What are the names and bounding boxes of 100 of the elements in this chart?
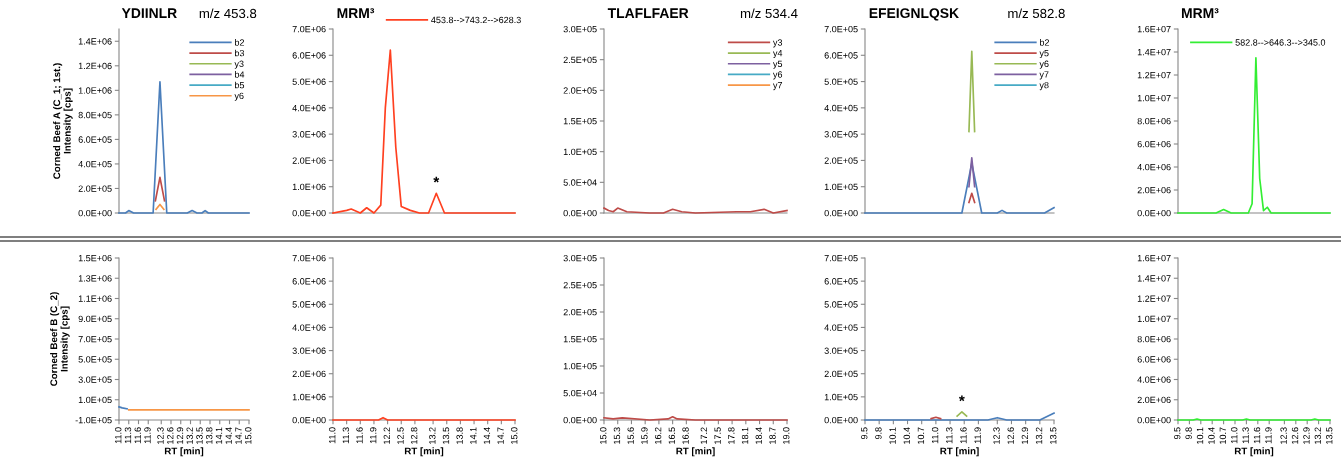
- y-tick-label: 8.0E+06: [1137, 335, 1171, 343]
- y-tick-label: 2.0E+06: [1137, 396, 1171, 404]
- x-axis-title: RT [min]: [404, 447, 444, 457]
- y-tick-label: 6.0E+05: [824, 278, 858, 285]
- y-tick-label: 0.0E+00: [563, 416, 597, 424]
- y-tick-label: 6.0E+06: [292, 278, 326, 285]
- x-tick-label: 10.4: [1208, 427, 1215, 444]
- y-tick-label: 1.2E+07: [1137, 71, 1171, 79]
- y-tick-label: 4.0E+06: [1137, 376, 1171, 383]
- chart-title: MRM³: [1181, 8, 1219, 18]
- y-tick-label: 3.0E+05: [563, 254, 597, 262]
- y-tick-label: 7.0E+05: [824, 25, 858, 33]
- chart-subtitle: m/z 453.8: [199, 8, 257, 19]
- y-tick-label: 5.0E+05: [824, 301, 858, 308]
- x-tick-label: 18.7: [769, 427, 776, 444]
- y-tick-label: 0.0E+00: [292, 209, 326, 217]
- x-tick-label: 14.4: [225, 427, 232, 444]
- x-tick-label: 15.0: [511, 427, 518, 444]
- x-tick-label: 13.5: [196, 427, 203, 444]
- y-tick-label: 0.0E+00: [563, 209, 597, 217]
- x-tick-label: 12.9: [1021, 427, 1029, 444]
- y-tick-label: 3.0E+06: [292, 131, 326, 138]
- y-tick-label: 5.0E+04: [563, 389, 597, 397]
- x-tick-label: 16.8: [682, 427, 689, 444]
- y-tick-label: 7.0E+05: [78, 335, 112, 343]
- y-tick-label: 1.0E+05: [563, 362, 597, 370]
- y-tick-label: 3.0E+05: [563, 25, 597, 33]
- x-tick-label: 9.8: [875, 427, 882, 440]
- x-axis-title: RT [min]: [1234, 447, 1274, 457]
- y-axis-title: Corned Beef B (C_2) Intensity [cps]: [50, 292, 70, 386]
- x-tick-label: 11.0: [1231, 427, 1238, 444]
- x-tick-label: 11.3: [946, 427, 953, 444]
- chart-title: YDIINLR: [121, 8, 177, 18]
- x-tick-label: 11.6: [1253, 427, 1261, 444]
- x-tick-label: 13.8: [456, 427, 463, 444]
- x-tick-label: 14.7: [235, 427, 242, 444]
- x-tick-label: 14.1: [215, 427, 223, 444]
- x-tick-label: 11.9: [974, 427, 981, 444]
- legend-label: 582.8-->646.3-->345.0: [1235, 39, 1326, 46]
- x-tick-label: 11.3: [124, 427, 132, 444]
- legend-label: y7: [1039, 71, 1049, 80]
- y-tick-label: 1.4E+07: [1137, 48, 1171, 56]
- y-tick-label: 4.0E+05: [78, 160, 112, 168]
- x-tick-label: 15.0: [245, 427, 252, 444]
- x-tick-label: 12.3: [157, 427, 164, 444]
- y-tick-label: 2.0E+06: [292, 370, 326, 378]
- y-tick-label: 1.3E+06: [78, 275, 112, 282]
- x-tick-label: 12.6: [167, 427, 174, 444]
- y-tick-label: 0.0E+00: [78, 209, 112, 217]
- x-tick-label: 13.2: [429, 427, 436, 444]
- legend-label: y7: [772, 82, 783, 91]
- x-tick-label: 17.2: [700, 427, 707, 444]
- y-tick-label: 1.0E+05: [563, 148, 597, 156]
- legend-label: y6: [234, 92, 244, 101]
- x-tick-label: 9.8: [1185, 427, 1192, 440]
- y-tick-label: 4.0E+06: [292, 104, 326, 112]
- y-tick-label: 2.5E+05: [563, 281, 597, 289]
- x-tick-label: 9.5: [861, 427, 868, 440]
- y-tick-label: 0.0E+00: [824, 416, 858, 424]
- x-tick-label: 11.9: [1265, 427, 1272, 444]
- x-tick-label: 11.9: [144, 427, 151, 444]
- x-tick-label: 17.5: [714, 427, 721, 444]
- x-tick-label: 19.0: [783, 427, 790, 444]
- y-tick-label: 3.0E+06: [292, 347, 326, 354]
- legend-label: b4: [235, 71, 245, 78]
- y-tick-label: 1.6E+07: [1137, 25, 1171, 33]
- y-tick-label: 1.4E+07: [1137, 275, 1171, 282]
- legend-label: b2: [235, 39, 245, 46]
- x-tick-label: 10.1: [889, 427, 896, 444]
- y-tick-label: 2.0E+05: [824, 370, 858, 378]
- x-tick-label: 11.6: [356, 427, 363, 444]
- annotation: *: [958, 395, 965, 402]
- x-tick-label: 17.8: [728, 427, 735, 444]
- x-tick-label: 15.9: [641, 427, 648, 444]
- y-tick-label: 6.0E+06: [1137, 356, 1171, 363]
- y-tick-label: 4.0E+06: [292, 324, 326, 331]
- x-axis-title: RT [min]: [164, 447, 204, 457]
- y-tick-label: 1.0E+06: [292, 183, 326, 191]
- x-tick-label: 12.9: [176, 427, 184, 444]
- x-tick-label: 11.0: [329, 427, 336, 444]
- y-tick-label: 5.0E+04: [563, 179, 597, 186]
- annotation: *: [433, 176, 440, 183]
- chart-title: TLAFLFAER: [607, 8, 689, 18]
- legend-label: 453.8-->743.2-->628.3: [431, 16, 521, 24]
- y-tick-label: 6.0E+06: [1137, 140, 1171, 148]
- y-tick-label: -1.0E+05: [75, 416, 112, 424]
- x-tick-label: 13.8: [206, 427, 213, 444]
- x-tick-label: 12.5: [397, 427, 404, 444]
- y-tick-label: 3.0E+05: [78, 376, 112, 383]
- x-tick-label: 15.6: [627, 427, 634, 444]
- y-tick-label: 2.5E+05: [563, 56, 597, 64]
- y-tick-label: 4.0E+05: [824, 324, 858, 331]
- x-tick-label: 12.6: [1291, 427, 1299, 444]
- y-tick-label: 1.5E+05: [563, 335, 597, 343]
- y-tick-label: 0.0E+00: [292, 416, 326, 424]
- y-tick-label: 1.5E+05: [563, 117, 597, 125]
- y-tick-label: 1.0E+07: [1137, 315, 1171, 323]
- legend-label: y4: [772, 50, 783, 59]
- x-tick-label: 15.3: [613, 427, 621, 444]
- y-tick-label: 1.0E+05: [824, 183, 858, 191]
